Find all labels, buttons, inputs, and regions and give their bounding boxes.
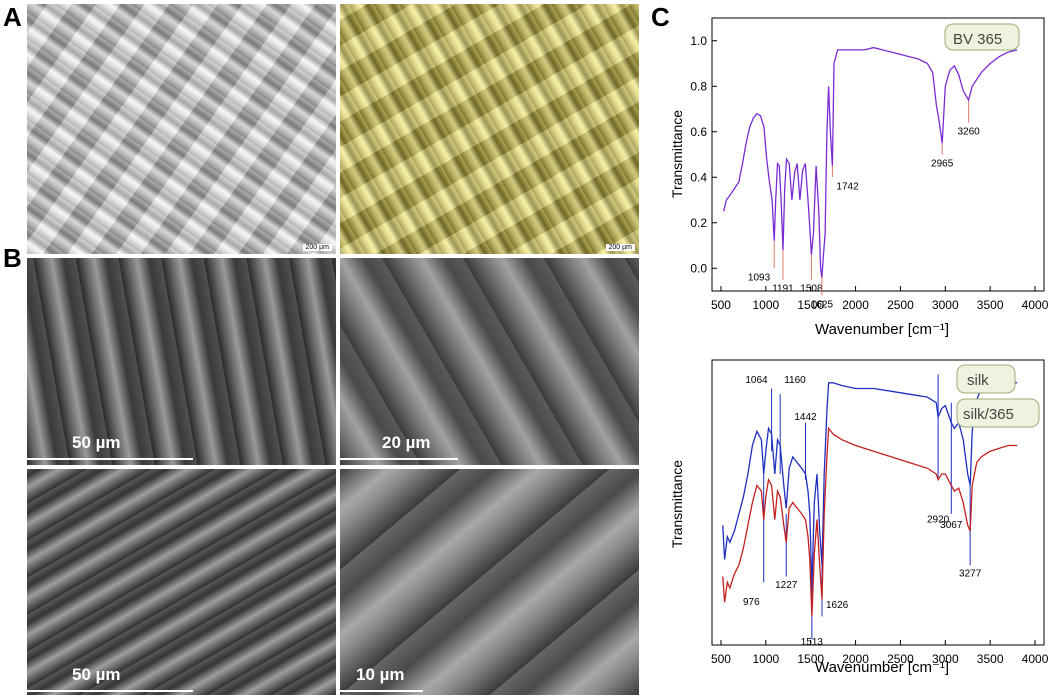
plot-frame [711, 17, 1045, 292]
scale-label: 20 µm [382, 433, 431, 452]
scale-label: 200 µm [302, 244, 332, 251]
silk365-spectrum-line [722, 426, 1018, 617]
x-tick-label: 1500 [797, 652, 824, 666]
peak-label: 1227 [775, 580, 798, 591]
x-tick-label: 500 [711, 298, 731, 312]
scale-bar [27, 458, 193, 460]
plot-frame [711, 359, 1045, 646]
y-tick-label: 0.6 [690, 125, 707, 139]
x-tick-label: 3000 [932, 298, 959, 312]
peak-label: 1160 [784, 375, 806, 386]
y-axis-label: Transmittance [669, 460, 685, 548]
x-tick-label: 2000 [842, 652, 869, 666]
scale-bar [27, 690, 193, 692]
x-tick-label: 2500 [887, 652, 914, 666]
peak-label: 1064 [745, 375, 768, 386]
legend-label-silk: silk [967, 372, 989, 389]
legend: BV 365 [944, 23, 1020, 51]
sem-image-1: 50 µm [27, 258, 336, 465]
y-tick-label: 0.0 [690, 261, 707, 275]
peak-label: 1093 [748, 272, 771, 283]
peak-label: 3277 [959, 569, 982, 580]
peak-label: 3260 [958, 127, 981, 138]
peak-label: 1442 [794, 412, 817, 423]
legend: silk silk/365 [956, 364, 1040, 428]
peak-label: 3067 [940, 520, 963, 531]
y-axis-label: Transmittance [669, 110, 685, 198]
fabric-photo-untreated: 200 µm [27, 4, 336, 254]
peak-label: 1626 [826, 600, 849, 611]
legend-label-silk365: silk/365 [963, 406, 1014, 423]
x-tick-label: 3000 [932, 652, 959, 666]
peak-label: 1191 [772, 284, 794, 295]
sem-image-2: 20 µm [340, 258, 639, 465]
x-tick-label: 4000 [1022, 298, 1049, 312]
panel-letter-c: C [651, 2, 670, 32]
silk-spectrum-line [722, 382, 1018, 589]
peak-label: 1625 [811, 300, 834, 311]
x-tick-label: 4000 [1022, 652, 1049, 666]
peak-label: 2920 [927, 514, 950, 525]
scale-label: 50 µm [72, 433, 121, 452]
x-tick-label: 1000 [752, 298, 779, 312]
x-tick-label: 3500 [977, 652, 1004, 666]
x-tick-label: 2500 [887, 298, 914, 312]
x-axis-label: Wavenumber [cm⁻¹] [815, 659, 949, 676]
peak-label: 976 [743, 597, 760, 608]
sem-image-4: 10 µm [340, 469, 639, 695]
scale-label: 200 µm [605, 244, 635, 251]
panel-letter-a: A [3, 2, 22, 32]
scale-bar [340, 690, 423, 692]
bv365-spectrum-line [723, 46, 1018, 278]
peak-label: 1742 [836, 181, 859, 192]
x-tick-label: 1000 [752, 652, 779, 666]
y-tick-label: 0.4 [690, 170, 707, 184]
x-tick-label: 2000 [842, 298, 869, 312]
x-axis-label: Wavenumber [cm⁻¹] [815, 321, 949, 338]
y-tick-label: 0.8 [690, 79, 707, 93]
scale-bar [340, 458, 458, 460]
peak-label: 2965 [931, 159, 954, 170]
peak-label: 1513 [801, 637, 824, 648]
ftir-chart-silk: 1064 11601442976122715131626292030673277 … [669, 359, 1049, 676]
fabric-photo-dyed: 200 µm [340, 4, 639, 254]
x-tick-label: 1500 [797, 298, 824, 312]
scale-label: 10 µm [356, 665, 405, 684]
scale-label: 50 µm [72, 665, 121, 684]
x-tick-label: 500 [711, 652, 731, 666]
y-tick-label: 1.0 [690, 34, 707, 48]
peak-label: 1508 [800, 284, 823, 295]
panel-letter-b: B [3, 243, 22, 273]
y-tick-label: 0.2 [690, 216, 707, 230]
x-tick-label: 3500 [977, 298, 1004, 312]
sem-image-3: 50 µm [27, 469, 336, 695]
legend-label: BV 365 [953, 31, 1002, 48]
